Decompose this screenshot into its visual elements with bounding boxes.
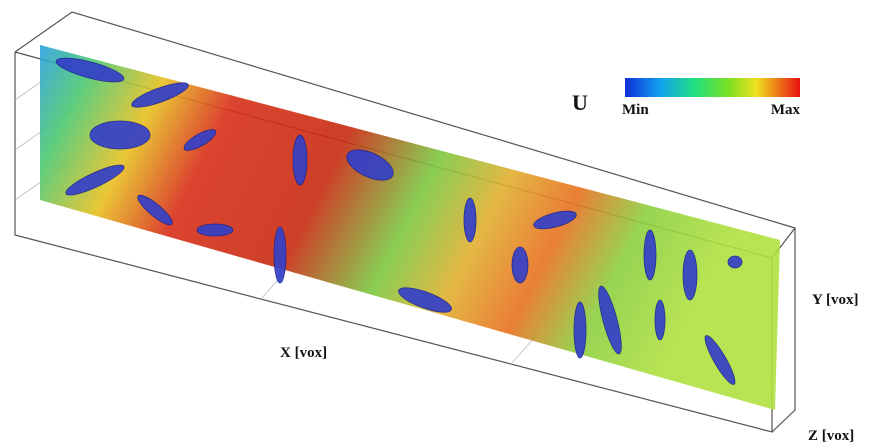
vortex [89,120,151,150]
vortex [704,335,736,385]
vortex [196,223,234,237]
vortex [273,226,287,284]
vortex-structures [55,57,743,385]
colorbar-min: Min [622,102,649,118]
vortex [292,134,308,186]
vortex [346,149,394,181]
colorbar [625,78,800,97]
vortex [398,287,452,313]
colorbar-max: Max [771,102,801,118]
vortex [533,210,577,230]
vortex [654,299,666,341]
z-axis-label: Z [vox] [808,428,854,444]
vortex [137,194,173,226]
vortex [131,82,189,108]
vortex [682,249,698,301]
x-axis-label: X [vox] [280,345,327,361]
box-edge [14,11,796,433]
y-axis-label: Y [vox] [812,292,859,308]
grid-line [509,336,536,366]
vortex [65,164,125,196]
vortex [183,129,217,151]
vortex [727,255,743,269]
colorbar-title: U [572,90,588,115]
vortex [643,229,657,281]
velocity-slice [40,45,780,410]
vortex [573,301,587,359]
vortex [598,285,622,355]
vortex [55,57,125,83]
vortex [463,197,477,243]
vortex [511,246,529,284]
